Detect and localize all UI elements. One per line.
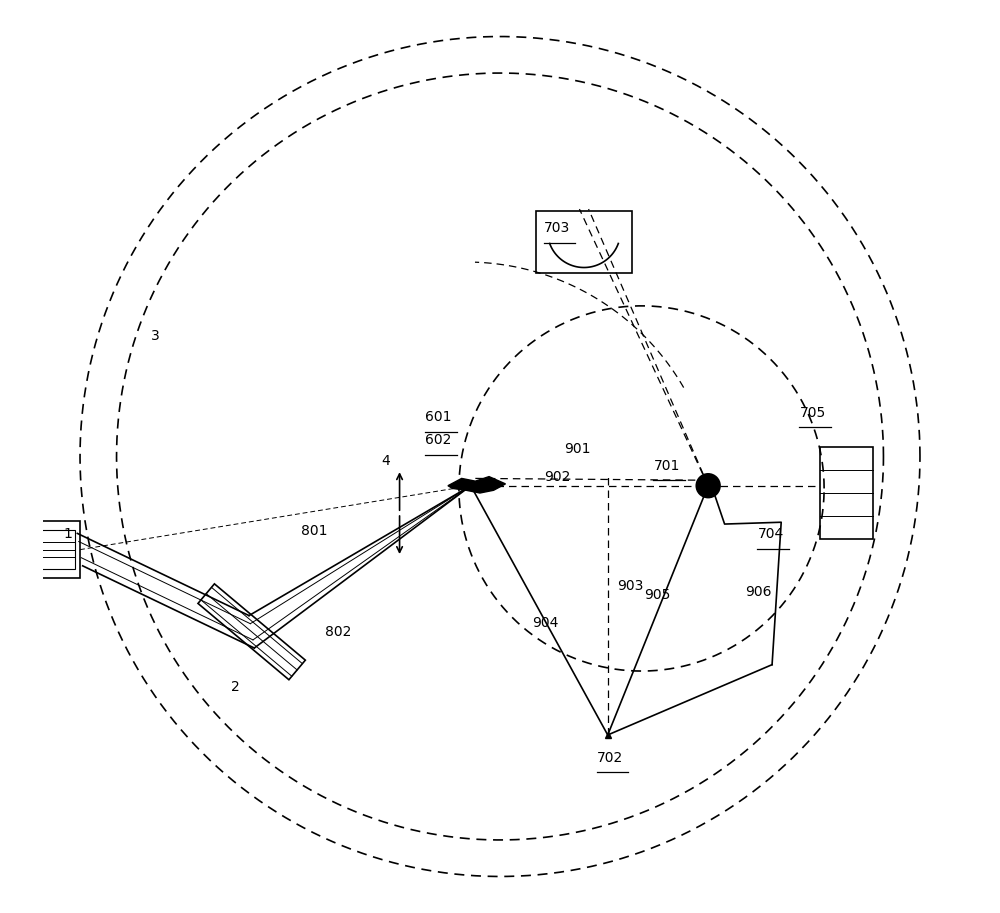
Text: 2: 2: [231, 679, 239, 694]
Text: 602: 602: [425, 433, 452, 447]
Text: 901: 901: [564, 442, 590, 456]
Text: 801: 801: [301, 524, 327, 539]
Text: 906: 906: [745, 584, 771, 599]
Text: 3: 3: [151, 329, 160, 343]
Text: 4: 4: [381, 454, 390, 468]
Text: 904: 904: [532, 615, 558, 630]
Bar: [35, 530, 75, 569]
Circle shape: [696, 474, 720, 498]
Text: 702: 702: [597, 750, 623, 765]
Text: 905: 905: [644, 588, 671, 603]
Text: 703: 703: [544, 221, 570, 236]
Text: 1: 1: [64, 527, 72, 541]
Text: 705: 705: [799, 405, 826, 420]
Text: 701: 701: [653, 458, 680, 473]
Text: 704: 704: [757, 527, 784, 541]
Bar: [820, 447, 873, 539]
Text: 601: 601: [425, 410, 452, 425]
Text: 903: 903: [617, 579, 643, 593]
Polygon shape: [448, 477, 505, 493]
Bar: [536, 211, 632, 273]
Bar: [30, 521, 80, 578]
Text: 802: 802: [325, 624, 351, 639]
Text: 902: 902: [544, 469, 570, 484]
